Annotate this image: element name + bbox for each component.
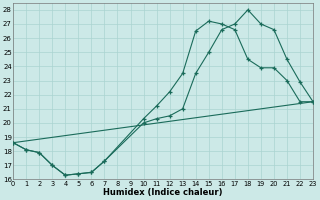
X-axis label: Humidex (Indice chaleur): Humidex (Indice chaleur) <box>103 188 223 197</box>
